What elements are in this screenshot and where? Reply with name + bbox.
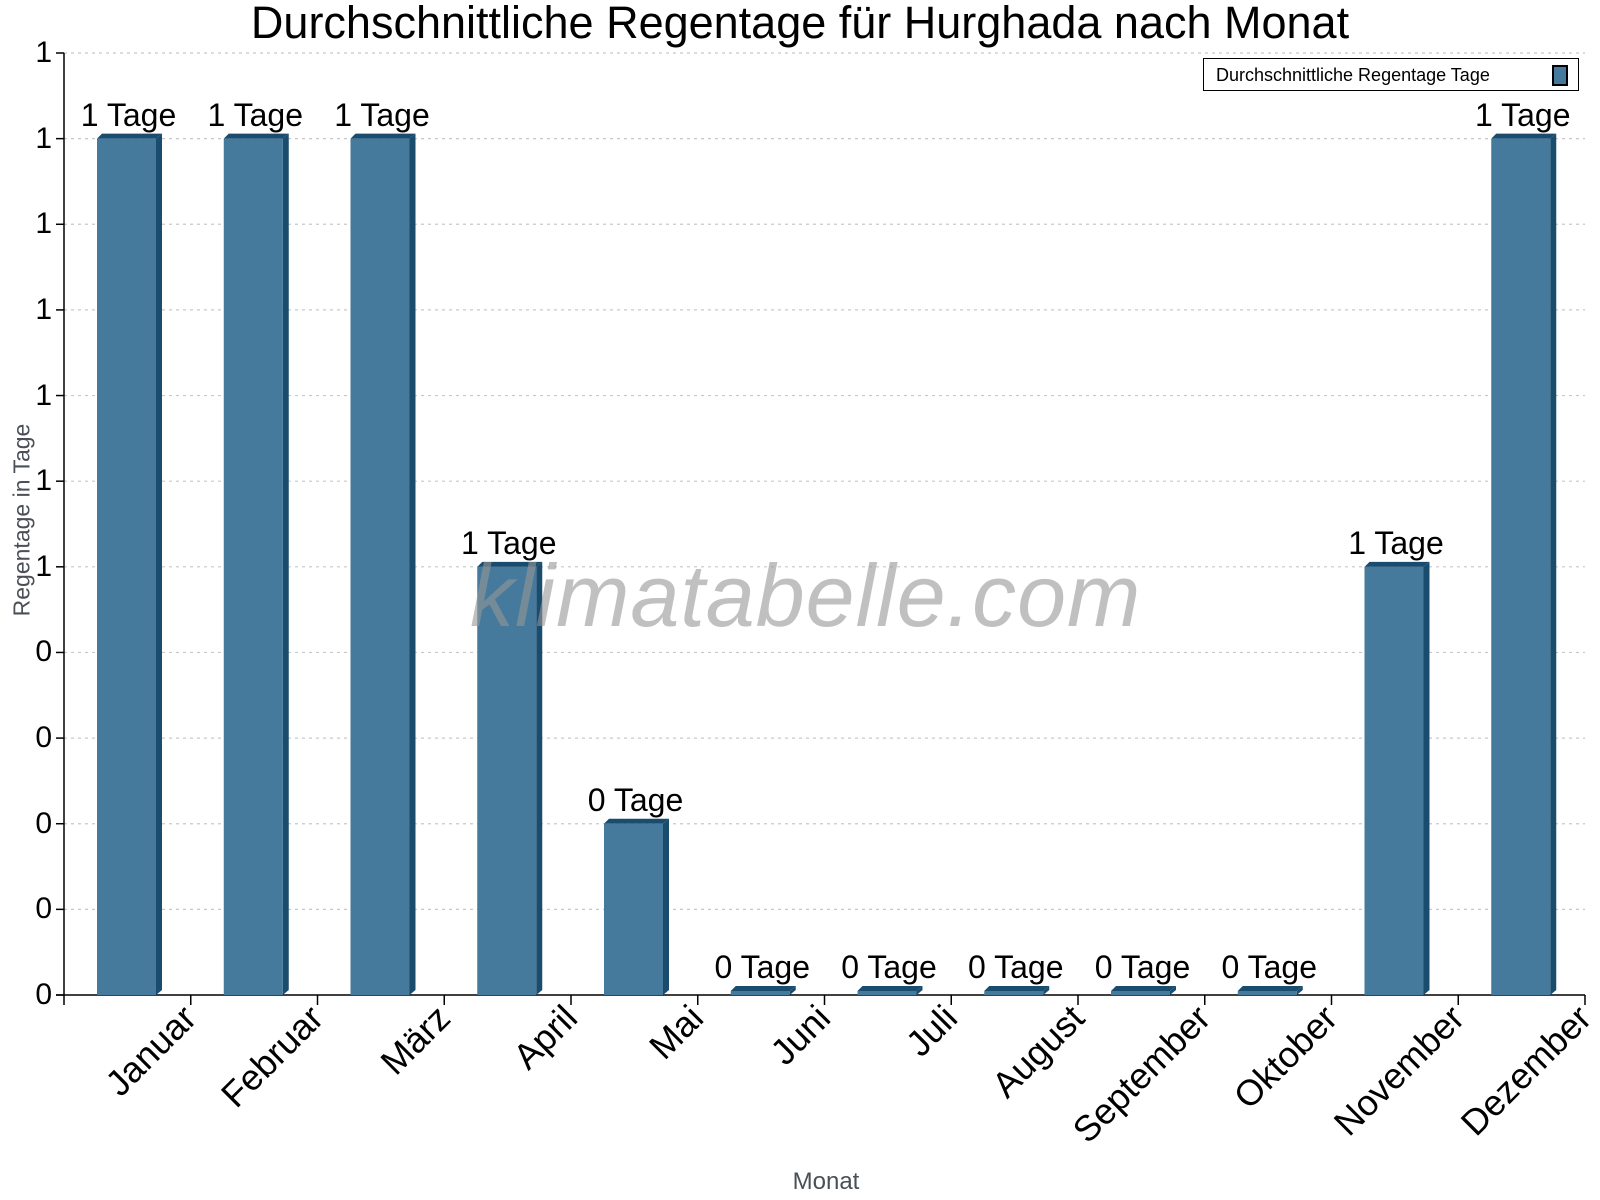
bar-side bbox=[663, 818, 669, 995]
bar bbox=[350, 138, 410, 996]
y-tick-label: 1 bbox=[35, 378, 52, 412]
bar bbox=[477, 566, 537, 995]
bar-side bbox=[1170, 986, 1176, 995]
chart-title: Durchschnittliche Regentage für Hurghada… bbox=[250, 0, 1350, 48]
y-tick-label: 0 bbox=[35, 806, 52, 840]
bar-value-label: 1 Tage bbox=[334, 96, 430, 133]
bar-top bbox=[1111, 986, 1176, 991]
bar-side bbox=[789, 986, 796, 995]
bar bbox=[1364, 566, 1424, 995]
bar-side bbox=[1550, 133, 1557, 996]
bar-value-label: 0 Tage bbox=[1221, 949, 1318, 985]
bar-top bbox=[857, 986, 923, 991]
bar bbox=[97, 138, 156, 996]
y-tick-label: 1 bbox=[35, 121, 52, 155]
bar-top bbox=[477, 561, 543, 567]
bar-side bbox=[1423, 561, 1430, 995]
bar-side bbox=[156, 133, 162, 996]
bar-value-label: 1 Tage bbox=[80, 96, 177, 133]
y-tick-label: 0 bbox=[35, 978, 52, 1011]
bar-side bbox=[916, 986, 923, 995]
bar-side bbox=[1043, 986, 1050, 995]
legend: Durchschnittliche Regentage Tage bbox=[1203, 58, 1579, 91]
bar-value-label: 0 Tage bbox=[714, 949, 811, 985]
bar-value-label: 1 Tage bbox=[207, 96, 304, 133]
bar-top bbox=[1364, 561, 1430, 567]
bar-top bbox=[350, 133, 416, 139]
bar-top bbox=[223, 133, 289, 139]
bar bbox=[730, 991, 790, 995]
legend-swatch-icon bbox=[1552, 65, 1568, 86]
bar-top bbox=[730, 986, 796, 991]
bar-value-label: 0 Tage bbox=[841, 949, 937, 985]
bar-value-label: 1 Tage bbox=[461, 524, 557, 561]
y-tick-label: 1 bbox=[35, 36, 52, 69]
bar-value-label: 1 Tage bbox=[1475, 96, 1571, 133]
legend-label: Durchschnittliche Regentage Tage bbox=[1216, 65, 1490, 85]
bar-value-label: 0 Tage bbox=[587, 781, 684, 818]
bar-top bbox=[984, 986, 1050, 991]
bar bbox=[604, 823, 663, 995]
bar-side bbox=[1296, 986, 1303, 995]
bar-top bbox=[97, 133, 162, 139]
y-tick-label: 1 bbox=[35, 464, 52, 498]
y-tick-label: 1 bbox=[35, 292, 52, 326]
bar-top bbox=[604, 818, 669, 824]
bar bbox=[223, 138, 283, 996]
bar-value-label: 0 Tage bbox=[968, 949, 1064, 985]
bar-top bbox=[1491, 133, 1557, 139]
bar bbox=[857, 991, 917, 995]
y-tick-label: 1 bbox=[35, 207, 52, 241]
y-tick-label: 1 bbox=[35, 549, 52, 583]
bar bbox=[984, 991, 1044, 995]
y-tick-label: 0 bbox=[35, 892, 52, 926]
x-axis-title: Monat bbox=[792, 1168, 860, 1195]
bar-side bbox=[282, 133, 289, 996]
bar-side bbox=[409, 133, 416, 996]
bar-side bbox=[536, 561, 543, 995]
bar bbox=[1491, 138, 1551, 996]
bar-top bbox=[1237, 986, 1303, 991]
y-axis-title: Regentage in Tage bbox=[8, 423, 35, 617]
bar-value-label: 1 Tage bbox=[1348, 524, 1444, 561]
bar bbox=[1111, 991, 1170, 995]
y-tick-label: 0 bbox=[35, 721, 52, 755]
bar bbox=[1237, 991, 1297, 995]
y-tick-label: 0 bbox=[35, 635, 52, 669]
bar-value-label: 0 Tage bbox=[1094, 949, 1191, 985]
